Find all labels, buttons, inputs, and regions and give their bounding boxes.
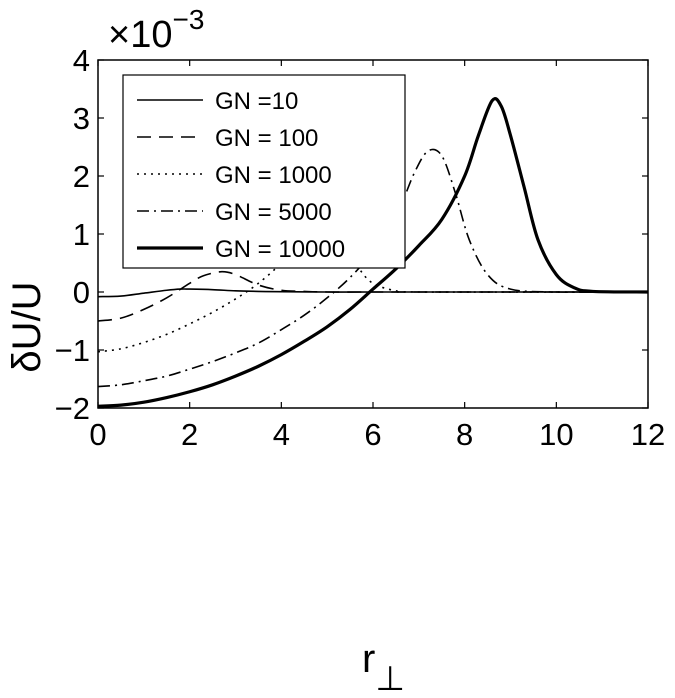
x-tick-label: 2 [181, 417, 198, 452]
y-axis-label: δU/U [5, 281, 49, 372]
y-tick-label: −1 [55, 333, 90, 368]
y-tick-label: 4 [73, 43, 90, 78]
legend-box [122, 74, 406, 269]
y-tick-label: 3 [73, 101, 90, 136]
x-tick-label: 4 [273, 417, 290, 452]
legend-label-1: GN =10 [215, 88, 298, 115]
x-tick-label: 10 [539, 417, 573, 452]
y-tick-label: 2 [73, 159, 90, 194]
series-line-4 [97, 148, 649, 388]
y-tick-label: 0 [73, 275, 90, 310]
x-tick-label: 0 [89, 417, 106, 452]
legend-label-3: GN = 1000 [215, 162, 332, 189]
series-line-5 [97, 97, 649, 408]
x-tick-label: 6 [364, 417, 381, 452]
y-tick-label: −2 [55, 391, 90, 426]
legend: GN =10 GN = 100 GN = 1000 GN = 5000 GN = 100… [122, 74, 406, 269]
y-tick-label: 1 [73, 217, 90, 252]
x-axis-label: r⊥ [362, 637, 405, 698]
legend-label-5: GN = 10000 [215, 236, 345, 263]
legend-label-2: GN = 100 [215, 125, 318, 152]
legend-label-4: GN = 5000 [215, 199, 332, 226]
series-line-2 [97, 270, 648, 322]
x-tick-label: 8 [456, 417, 473, 452]
y-multiplier: ×10−3 [108, 4, 204, 56]
x-tick-label: 12 [631, 417, 665, 452]
